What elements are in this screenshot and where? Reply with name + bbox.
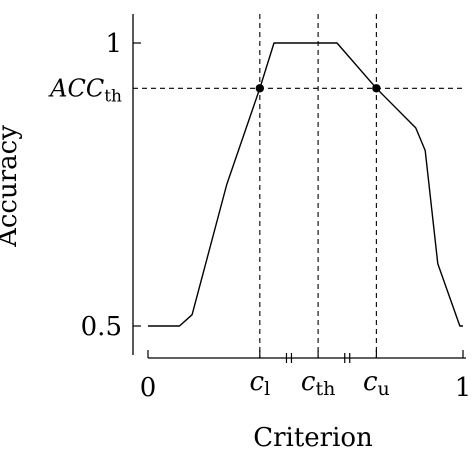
accuracy-curve <box>148 42 463 327</box>
x-tick-label: 0 <box>140 373 157 403</box>
axis-break-1 <box>285 353 293 363</box>
x-label-c-u: cu <box>363 367 390 400</box>
acc-th-label: ACCth <box>48 74 122 106</box>
y-axis-label: Accuracy <box>0 125 23 248</box>
x-label-c-l: cl <box>250 367 271 400</box>
x-tick-label: 1 <box>455 373 472 403</box>
ticks <box>133 42 464 363</box>
y-tick-label: 0.5 <box>81 312 122 342</box>
y-tick-label: 1 <box>105 29 122 59</box>
reference-lines <box>133 14 466 358</box>
curve-layer <box>148 42 463 327</box>
labels: 0.5 1 ACCth 0 1 cl cth cu <box>48 29 471 403</box>
x-axis-label: Criterion <box>253 423 373 453</box>
axis-break-2 <box>344 353 351 363</box>
intersection-point-2 <box>372 84 381 93</box>
intersection-point-1 <box>255 84 265 93</box>
x-label-c-th: cth <box>301 367 335 400</box>
